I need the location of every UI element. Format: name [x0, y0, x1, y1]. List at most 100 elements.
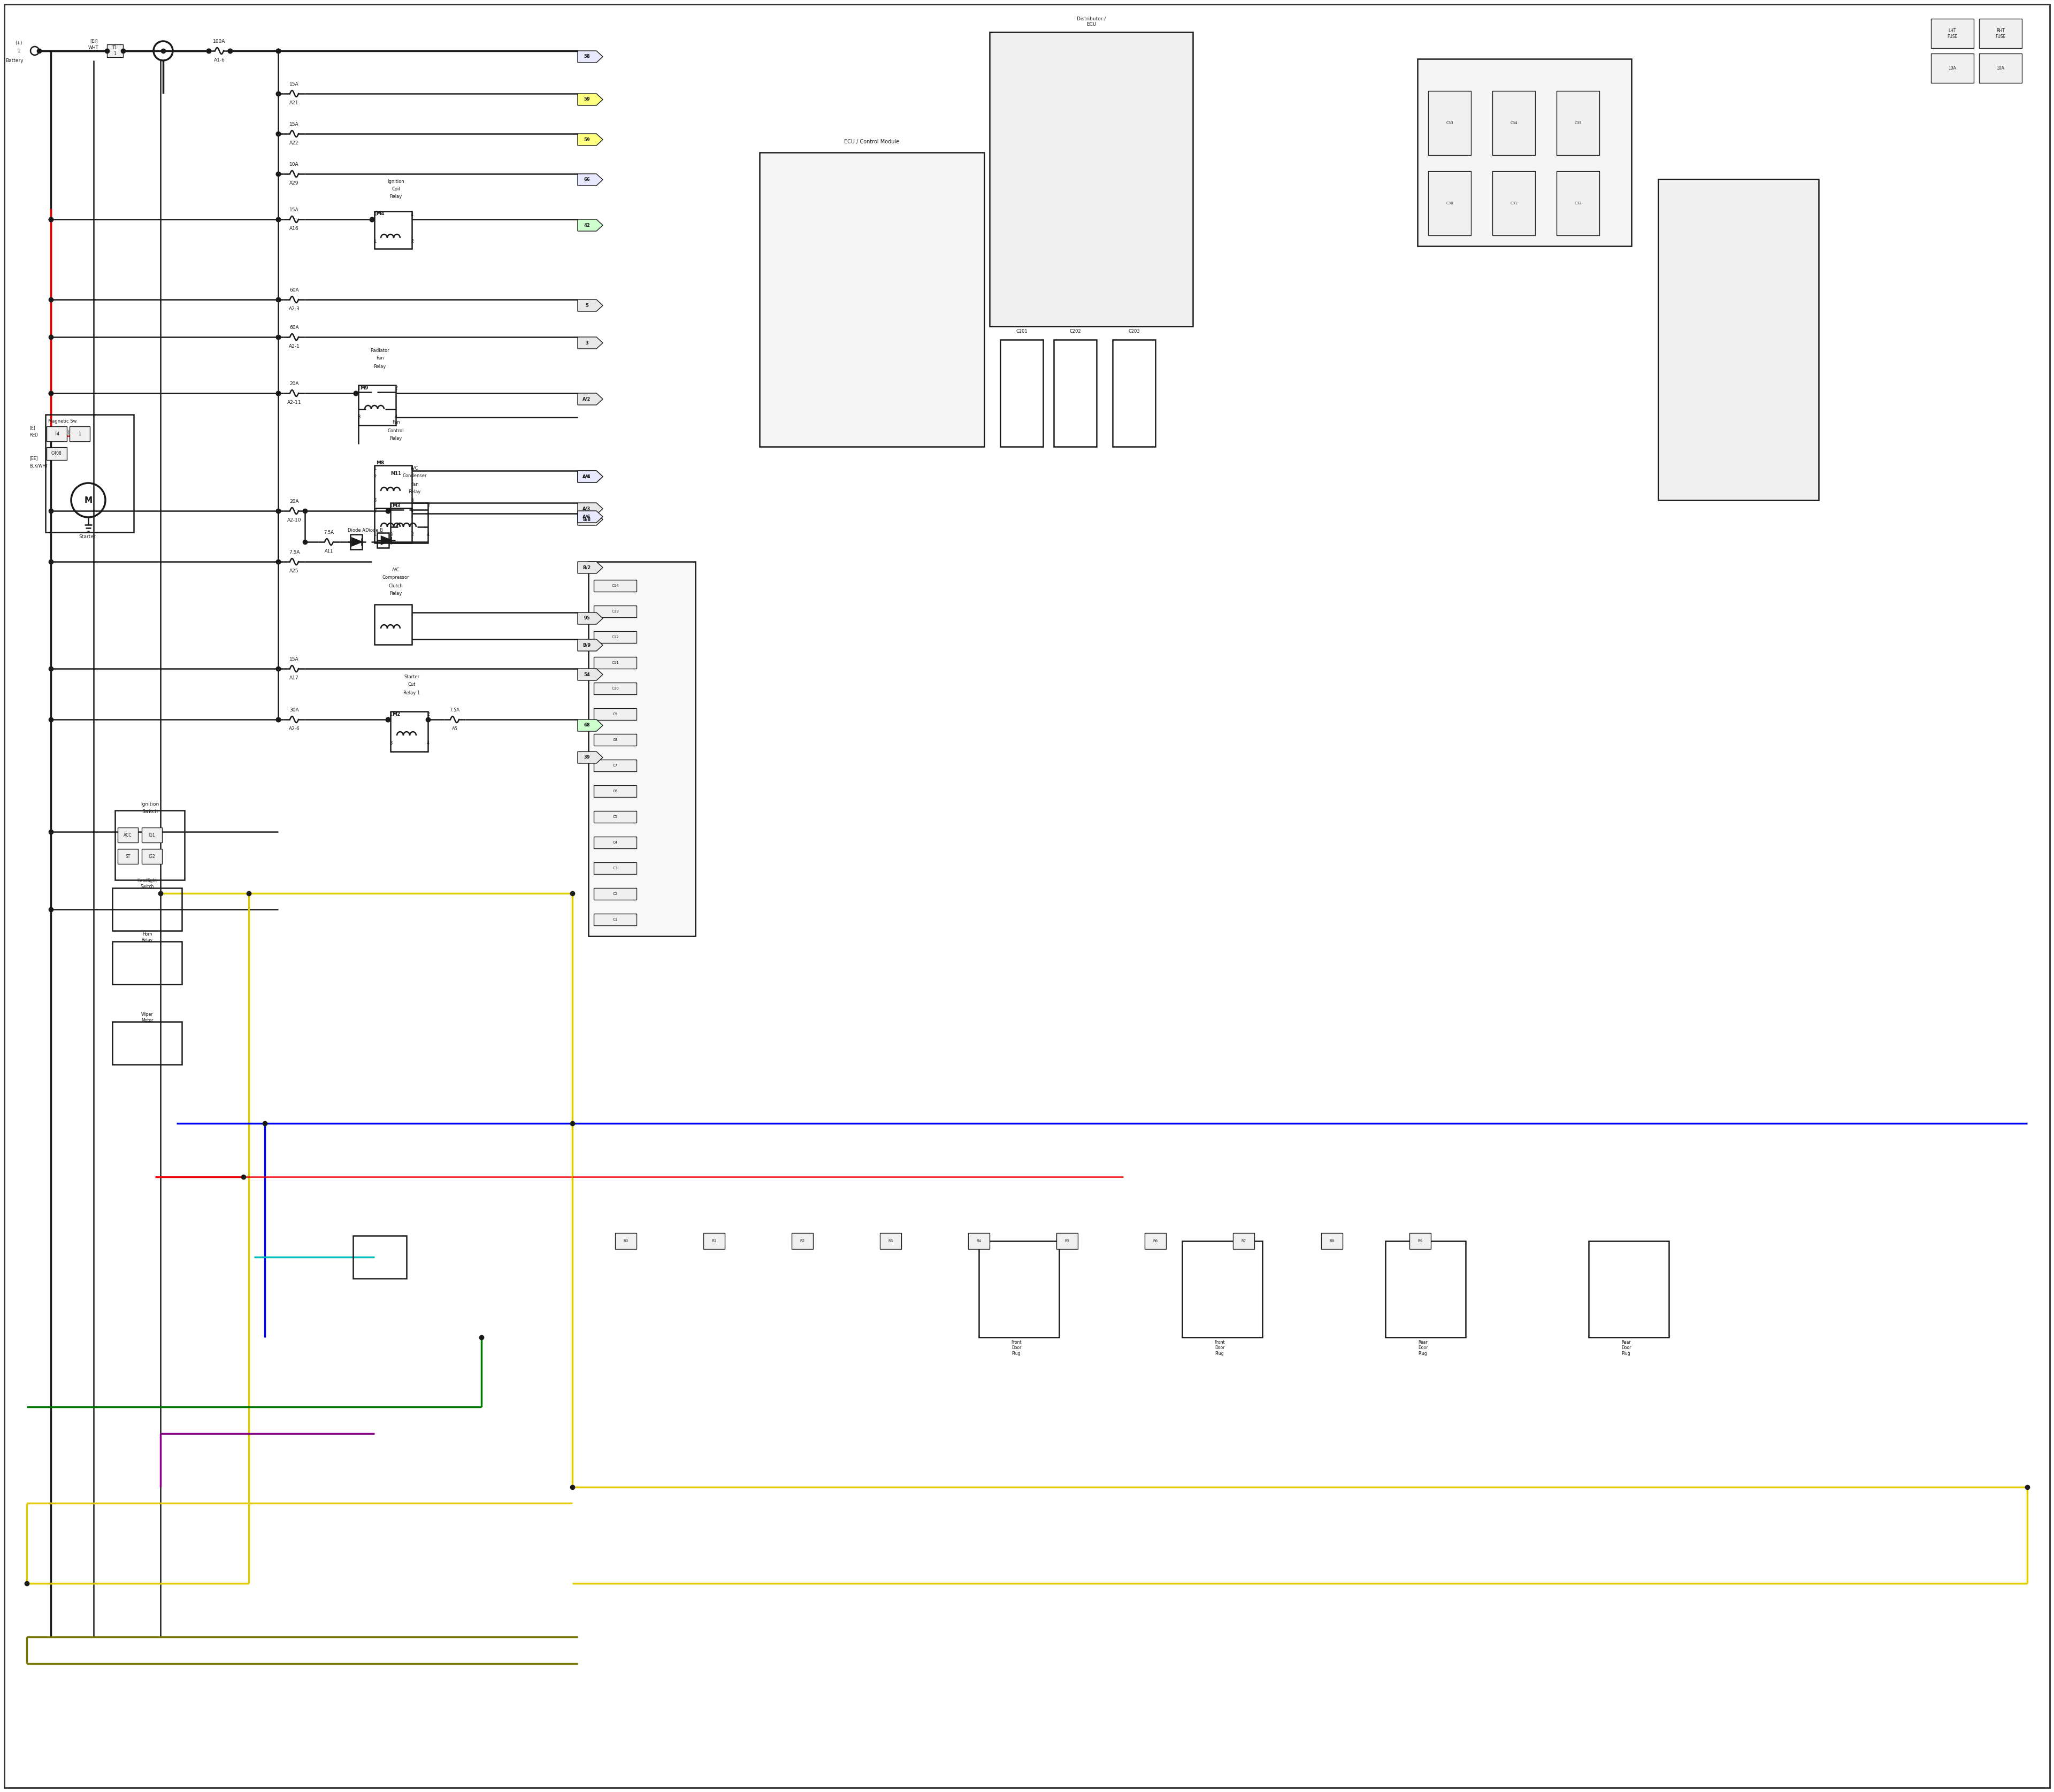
Polygon shape: [577, 514, 602, 525]
Bar: [594, 581, 637, 591]
Text: 15A: 15A: [290, 122, 300, 127]
Bar: [47, 426, 68, 441]
Bar: [1493, 91, 1534, 156]
Text: M8: M8: [376, 461, 384, 466]
Bar: [1557, 172, 1600, 235]
Text: Diode B: Diode B: [366, 529, 384, 532]
Text: 1: 1: [390, 711, 392, 717]
Text: 1: 1: [374, 466, 376, 471]
Bar: [1113, 340, 1154, 446]
Text: A2-1: A2-1: [290, 344, 300, 349]
Text: T1
1: T1 1: [113, 45, 117, 56]
Bar: [142, 849, 162, 864]
Text: Headlight
Switch: Headlight Switch: [138, 878, 156, 889]
Text: A11: A11: [325, 548, 333, 554]
Bar: [594, 785, 637, 797]
Text: 2: 2: [411, 532, 413, 538]
Text: C32: C32: [1573, 202, 1582, 204]
Text: (+): (+): [14, 41, 23, 45]
Text: 4: 4: [394, 414, 398, 419]
Text: C14: C14: [612, 584, 618, 588]
Text: A1-6: A1-6: [214, 57, 224, 63]
Text: R9: R9: [1417, 1240, 1423, 1242]
Text: IG1: IG1: [148, 833, 156, 837]
Text: 4: 4: [427, 742, 429, 745]
Text: Starter: Starter: [78, 534, 97, 539]
Bar: [142, 828, 162, 842]
Text: M11: M11: [390, 471, 401, 477]
Polygon shape: [577, 471, 602, 482]
Bar: [115, 810, 185, 880]
Polygon shape: [577, 392, 602, 405]
Text: Distributor /
ECU: Distributor / ECU: [1076, 16, 1105, 27]
Bar: [1980, 18, 2021, 48]
Text: C10: C10: [612, 686, 618, 690]
Bar: [390, 504, 427, 543]
Polygon shape: [577, 50, 602, 63]
Text: Relay: Relay: [374, 364, 386, 369]
Text: A/C: A/C: [392, 568, 401, 572]
Text: 2: 2: [427, 504, 429, 507]
Polygon shape: [577, 174, 602, 186]
Bar: [45, 414, 134, 532]
Text: R4: R4: [976, 1240, 982, 1242]
Text: 20A: 20A: [290, 500, 300, 504]
Text: ACC: ACC: [123, 833, 131, 837]
Text: Switch: Switch: [142, 808, 158, 814]
Polygon shape: [577, 751, 602, 763]
Text: R6: R6: [1152, 1240, 1158, 1242]
Text: C6: C6: [612, 790, 618, 792]
Bar: [357, 385, 396, 425]
Bar: [967, 1233, 990, 1249]
Bar: [702, 1233, 725, 1249]
Bar: [594, 658, 637, 668]
Bar: [351, 534, 362, 550]
Text: C9: C9: [612, 713, 618, 715]
Text: Starter: Starter: [405, 674, 419, 679]
Text: A29: A29: [290, 181, 300, 186]
Text: ST: ST: [125, 855, 129, 858]
Text: 2: 2: [394, 385, 398, 391]
Text: B/8: B/8: [583, 518, 592, 521]
Text: Rear
Door
Plug: Rear Door Plug: [1621, 1340, 1631, 1357]
Text: R3: R3: [887, 1240, 893, 1242]
Text: 4: 4: [427, 532, 429, 538]
Bar: [1056, 1233, 1078, 1249]
Text: 2: 2: [427, 711, 429, 717]
Bar: [1232, 1233, 1255, 1249]
Text: A2-3: A2-3: [290, 306, 300, 312]
Text: 7.5A: 7.5A: [290, 550, 300, 556]
Bar: [1588, 1242, 1668, 1337]
Text: C34: C34: [1510, 122, 1518, 125]
Text: 66: 66: [583, 177, 589, 183]
Bar: [113, 941, 183, 984]
Bar: [70, 426, 90, 441]
Polygon shape: [577, 561, 602, 573]
Text: 1: 1: [16, 48, 21, 54]
Text: 3: 3: [374, 498, 376, 502]
Bar: [594, 631, 637, 643]
Text: Fan: Fan: [392, 419, 401, 425]
Text: Compressor: Compressor: [382, 575, 409, 581]
Bar: [390, 711, 427, 751]
Bar: [587, 561, 696, 935]
Text: A2-11: A2-11: [288, 400, 302, 405]
Text: 59: 59: [583, 97, 589, 102]
Text: Relay: Relay: [390, 591, 403, 597]
Text: A16: A16: [290, 226, 300, 231]
Bar: [594, 683, 637, 694]
Text: Ignition: Ignition: [140, 801, 158, 806]
Text: Relay: Relay: [390, 195, 403, 199]
Bar: [374, 211, 413, 249]
Text: 3: 3: [374, 509, 376, 513]
Text: R1: R1: [711, 1240, 717, 1242]
Text: B/2: B/2: [583, 564, 592, 570]
Text: B/9: B/9: [583, 643, 592, 647]
Text: C3: C3: [612, 867, 618, 869]
Bar: [594, 837, 637, 848]
Bar: [374, 604, 413, 645]
Text: Relay 1: Relay 1: [403, 690, 421, 695]
Bar: [594, 708, 637, 720]
Text: C7: C7: [612, 763, 618, 767]
Text: 7.5A: 7.5A: [325, 530, 335, 536]
